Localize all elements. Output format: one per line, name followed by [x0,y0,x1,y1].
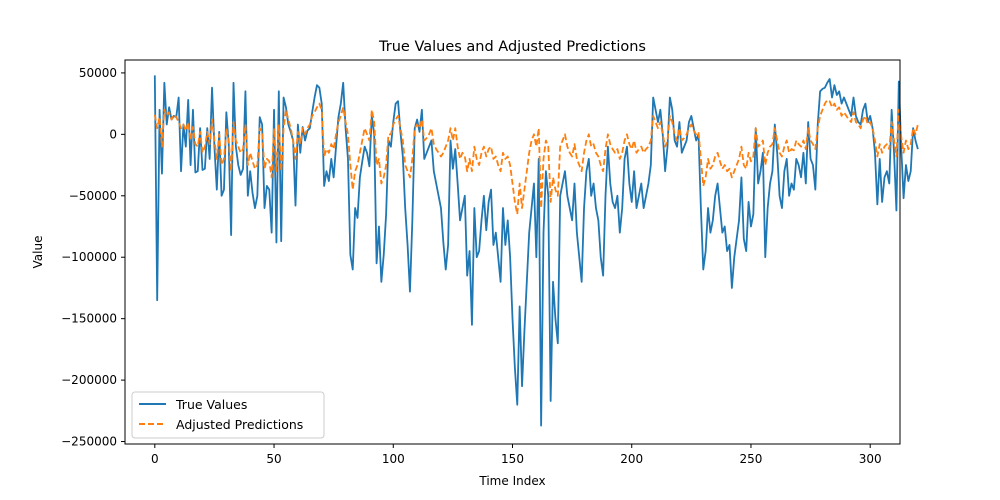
x-tick-label: 50 [266,452,281,466]
y-tick-label: 50000 [79,66,117,80]
legend-label-true-values: True Values [175,397,247,412]
legend: True Values Adjusted Predictions [131,391,325,439]
y-axis-title: Value [31,236,45,269]
y-tick-label: −150000 [61,312,117,326]
x-tick-label: 100 [382,452,405,466]
series-layer [153,75,919,427]
legend-label-adjusted-predictions: Adjusted Predictions [176,417,303,432]
chart-title: True Values and Adjusted Predictions [378,39,646,55]
x-tick-label: 300 [859,452,882,466]
x-tick-label: 200 [620,452,643,466]
x-tick-label: 150 [501,452,524,466]
x-axis: 0 50 100 150 200 250 300 [151,444,882,466]
y-tick-label: −250000 [61,435,117,449]
series-line-adjusted-predictions [153,99,919,216]
series-line-true-values [153,75,919,427]
y-tick-label: −50000 [69,189,117,203]
x-tick-label: 0 [151,452,159,466]
y-tick-label: −100000 [61,250,117,264]
y-axis: 50000 0 −50000 −100000 −150000 −200000 −250000 [61,66,125,449]
legend-box [131,391,325,439]
y-tick-label: 0 [109,127,117,141]
x-axis-title: Time Index [478,474,545,488]
x-tick-label: 250 [740,452,763,466]
y-tick-label: −200000 [61,373,117,387]
